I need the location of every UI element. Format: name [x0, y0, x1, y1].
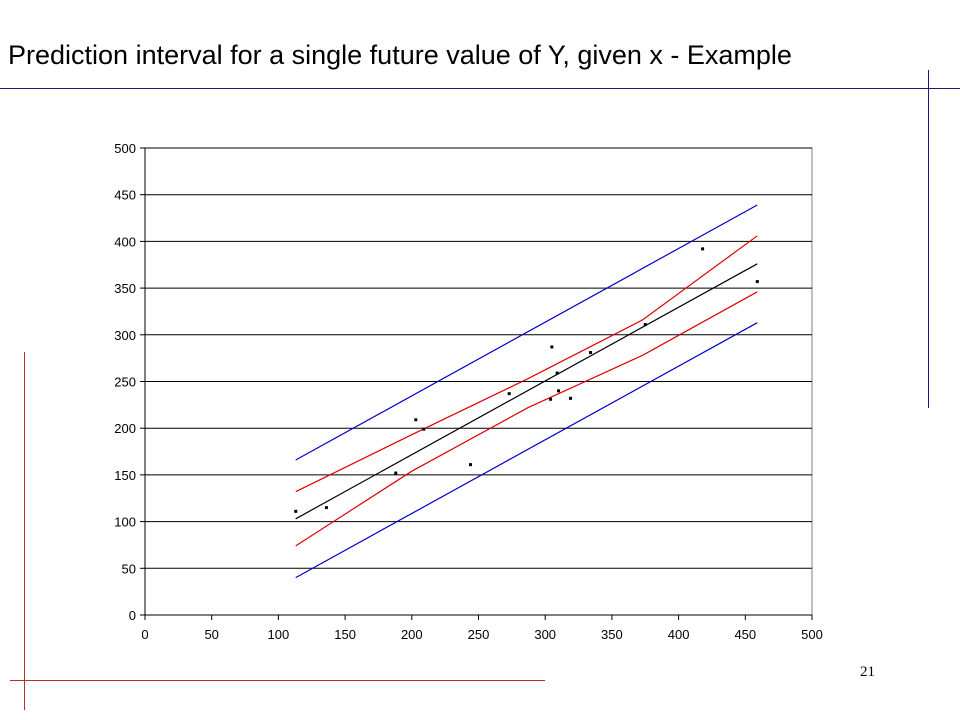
x-tick-label: 400	[668, 627, 690, 642]
data-point	[550, 345, 554, 349]
series-lines	[295, 204, 758, 579]
y-tick-labels: 0 50 100 150 200 250 300 350 400 450 500	[114, 141, 136, 623]
y-tick-label: 350	[114, 281, 136, 296]
series-line	[295, 204, 758, 461]
data-point	[549, 397, 553, 401]
gridlines	[145, 147, 812, 569]
data-point	[422, 427, 426, 431]
y-tick-label: 450	[114, 188, 136, 203]
x-tick-label: 500	[801, 627, 823, 642]
left-rule	[24, 352, 25, 710]
data-point	[569, 396, 573, 400]
data-point	[589, 351, 593, 355]
series-line	[295, 322, 758, 579]
right-rule	[928, 70, 929, 408]
data-point	[701, 247, 705, 251]
data-point	[294, 509, 298, 513]
x-tick-label: 50	[204, 627, 218, 642]
data-point	[643, 323, 647, 327]
data-point	[414, 418, 418, 422]
x-tick-label: 350	[601, 627, 623, 642]
x-tick-label: 300	[534, 627, 556, 642]
y-tick-label: 150	[114, 468, 136, 483]
bottom-rule	[10, 680, 545, 681]
y-tick-label: 500	[114, 141, 136, 156]
x-tick-label: 200	[401, 627, 423, 642]
series-line	[295, 263, 758, 520]
series-line	[295, 291, 758, 547]
x-tick-label: 250	[468, 627, 490, 642]
data-point	[557, 389, 561, 393]
x-tick-label: 0	[141, 627, 148, 642]
data-point	[555, 371, 559, 375]
y-tick-label: 250	[114, 375, 136, 390]
data-point	[468, 463, 472, 467]
x-tick-label: 100	[268, 627, 290, 642]
axes	[140, 147, 813, 620]
x-tick-labels: 0 50 100 150 200 250 300 350 400 450 500	[141, 627, 822, 642]
page-number: 21	[860, 664, 875, 680]
data-point	[507, 392, 511, 396]
slide-title: Prediction interval for a single future …	[8, 40, 792, 70]
x-tick-label: 450	[734, 627, 756, 642]
y-tick-label: 0	[129, 608, 136, 623]
series-line	[295, 235, 758, 493]
data-point	[324, 506, 328, 510]
y-tick-label: 100	[114, 515, 136, 530]
y-tick-label: 200	[114, 421, 136, 436]
data-point	[755, 280, 759, 284]
y-tick-label: 400	[114, 234, 136, 249]
top-rule	[0, 88, 960, 89]
y-tick-label: 300	[114, 328, 136, 343]
x-tick-label: 150	[334, 627, 356, 642]
data-point	[394, 471, 398, 475]
y-tick-label: 50	[122, 561, 136, 576]
data-points	[294, 247, 759, 513]
